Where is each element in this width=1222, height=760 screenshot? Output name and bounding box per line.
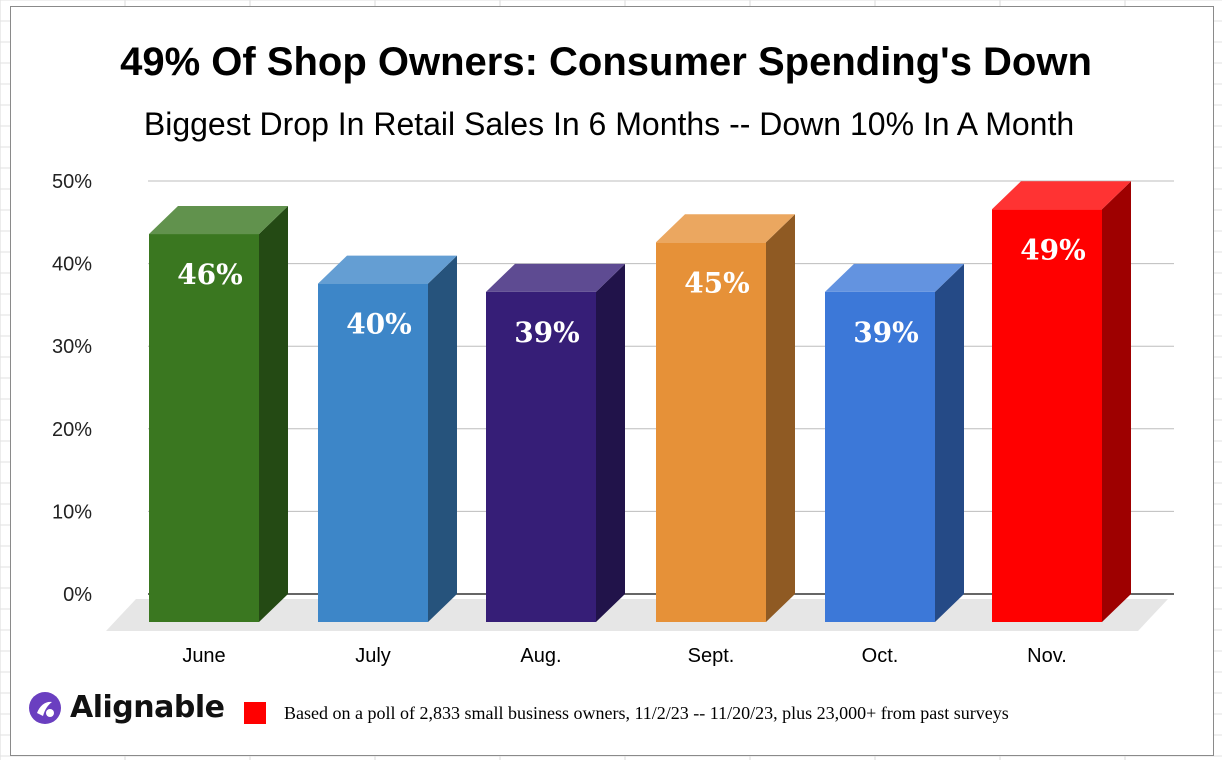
alignable-logo: Alignable <box>28 690 225 725</box>
x-tick-label: Aug. <box>520 645 561 667</box>
bar-side <box>935 263 964 622</box>
footnote-legend-swatch <box>244 702 266 724</box>
brand-name: Alignable <box>70 690 225 725</box>
y-tick-label: 0% <box>63 584 92 606</box>
bar-front <box>656 242 766 623</box>
bar-side <box>596 263 625 622</box>
bar-side <box>766 214 795 623</box>
data-label: 40% <box>346 308 412 341</box>
x-tick-label: Sept. <box>688 645 735 667</box>
bar-front <box>318 283 428 622</box>
data-label: 45% <box>684 266 750 299</box>
x-tick-label: Oct. <box>862 645 899 667</box>
data-label: 49% <box>1020 233 1086 266</box>
footnote: Based on a poll of 2,833 small business … <box>244 702 1009 724</box>
bar-side <box>428 255 457 622</box>
bar-top <box>149 206 288 235</box>
chart-subtitle: Biggest Drop In Retail Sales In 6 Months… <box>143 106 1075 142</box>
footnote-text: Based on a poll of 2,833 small business … <box>284 702 1009 723</box>
bar-nov <box>992 181 1131 622</box>
bar-front <box>825 291 935 622</box>
x-tick-label: July <box>355 645 391 667</box>
bar-sept <box>656 214 795 623</box>
bar-front <box>486 291 596 622</box>
y-tick-label: 20% <box>52 419 92 441</box>
y-tick-label: 40% <box>52 254 92 276</box>
data-label: 39% <box>514 316 580 349</box>
x-tick-label: June <box>182 645 225 667</box>
bar-top <box>992 181 1131 210</box>
bar-side <box>259 206 288 623</box>
bar-top <box>486 263 625 292</box>
data-label: 46% <box>177 258 243 291</box>
bar-front <box>992 209 1102 622</box>
chart-title: 49% Of Shop Owners: Consumer Spending's … <box>120 40 1092 84</box>
bar-front <box>149 234 259 623</box>
y-tick-label: 30% <box>52 336 92 358</box>
bar-top <box>318 255 457 284</box>
y-tick-label: 10% <box>52 501 92 523</box>
data-label: 39% <box>853 316 919 349</box>
bar-top <box>656 214 795 243</box>
x-tick-label: Nov. <box>1027 645 1067 667</box>
bar-june <box>149 206 288 623</box>
bar-top <box>825 263 964 292</box>
bar-side <box>1102 181 1131 622</box>
bar-aug <box>486 263 625 622</box>
bar-july <box>318 255 457 622</box>
alignable-logo-icon <box>29 691 61 724</box>
bar-oct <box>825 263 964 622</box>
y-tick-label: 50% <box>52 171 92 193</box>
